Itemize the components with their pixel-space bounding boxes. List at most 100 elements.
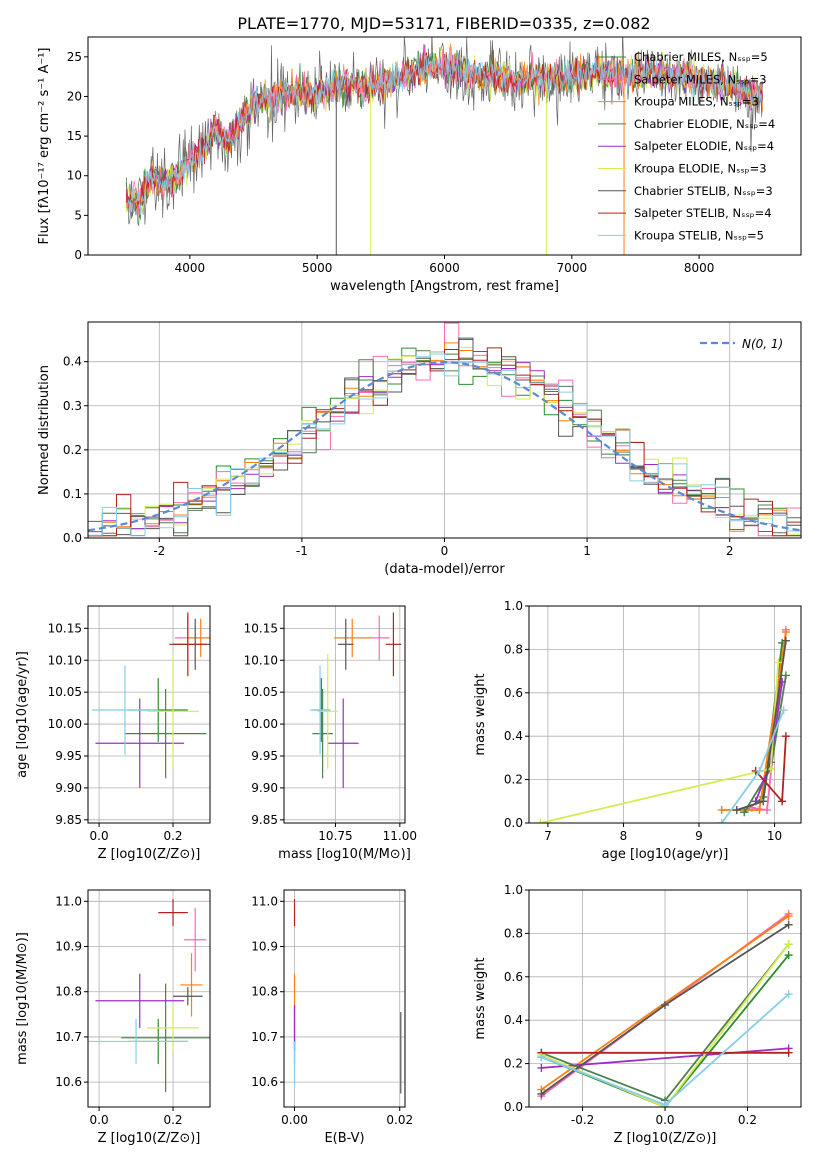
x-axis-label: Z [log10(Z/Z⊙)] — [98, 847, 201, 862]
y-tick-label: 10.7 — [55, 1030, 82, 1044]
x-tick-label: 7000 — [557, 261, 588, 275]
y-tick-label: 10.05 — [244, 685, 278, 699]
y-tick-label: 10.00 — [48, 717, 82, 731]
x-tick-label: 0.2 — [163, 1113, 182, 1127]
y-axis-label: Flux [fλ10⁻¹⁷ erg cm⁻² s⁻¹ A⁻¹] — [37, 48, 52, 245]
x-axis-label: (data-model)/error — [384, 562, 505, 577]
y-tick-label: 20 — [67, 89, 82, 103]
age-vs-mass-panel: 10.75 11.00 9.85 9.90 9.95 10.00 10.05 10.10 10.… — [244, 605, 417, 862]
y-tick-label: 0.0 — [63, 531, 82, 545]
y-tick-label: 9.85 — [251, 813, 278, 827]
y-tick-label: 1.0 — [504, 599, 523, 613]
y-tick-label: 10.6 — [251, 1075, 278, 1089]
spectrum-8 — [126, 51, 763, 215]
legend-entry: Kroupa MILES, Nₛₛₚ=3 — [634, 95, 759, 109]
y-tick-label: 10.15 — [244, 621, 278, 635]
y-tick-label: 11.0 — [55, 894, 82, 908]
legend-entry-normal: N(0, 1) — [742, 337, 783, 351]
y-tick-label: 0.3 — [63, 399, 82, 413]
x-tick-label: 0.02 — [386, 1113, 413, 1127]
axes-frame — [528, 605, 802, 824]
x-tick-label: 9 — [695, 829, 703, 843]
x-tick-label: 7 — [544, 829, 552, 843]
y-tick-label: 0.0 — [504, 1100, 523, 1114]
x-tick-label: -1 — [296, 544, 308, 558]
y-axis-label: mass weight — [473, 673, 488, 755]
x-tick-label: 0 — [441, 544, 449, 558]
axes-frame — [87, 889, 211, 1108]
y-tick-label: 0.2 — [504, 773, 523, 787]
y-tick-label: 10.8 — [55, 985, 82, 999]
y-tick-label: 10.8 — [251, 985, 278, 999]
y-tick-label: 10.00 — [244, 717, 278, 731]
y-axis-label: mass weight — [473, 957, 488, 1039]
y-tick-label: 10.9 — [251, 940, 278, 954]
x-tick-label: 0.0 — [90, 1113, 109, 1127]
y-tick-label: 10.10 — [48, 653, 82, 667]
y-tick-label: 0.4 — [63, 355, 82, 369]
x-axis-label: mass [log10(M/M⊙)] — [278, 847, 411, 862]
x-axis-label: wavelength [Angstrom, rest frame] — [330, 279, 559, 294]
plot-area — [536, 625, 790, 823]
legend-entry: Salpeter MILES, Nₛₛₚ=3 — [634, 72, 767, 86]
y-tick-label: 1.0 — [504, 883, 523, 897]
x-tick-label: 1 — [583, 544, 591, 558]
x-axis-label: Z [log10(Z/Z⊙)] — [98, 1131, 201, 1146]
legend-entry: Chabrier STELIB, Nₛₛₚ=3 — [634, 184, 773, 198]
axes-frame — [283, 605, 406, 824]
x-tick-label: 2 — [726, 544, 734, 558]
x-tick-label: -2 — [153, 544, 165, 558]
y-tick-label: 15 — [67, 129, 82, 143]
x-tick-label: 8000 — [684, 261, 715, 275]
y-tick-label: 10.10 — [244, 653, 278, 667]
y-tick-label: 0.1 — [63, 487, 82, 501]
y-tick-label: 0.8 — [504, 926, 523, 940]
plot-area — [91, 612, 210, 788]
y-tick-label: 0 — [74, 248, 82, 262]
mass-vs-ebv-panel: 0.00 0.02 10.6 10.7 10.8 10.9 11.0 E(B-V) — [251, 889, 413, 1146]
x-tick-label: 0.2 — [163, 829, 182, 843]
spectrum-panel: 4000 5000 6000 7000 8000 0 5 10 15 20 25 wavelength… — [37, 36, 802, 294]
x-tick-label: 6000 — [429, 261, 460, 275]
weight-vs-z-panel: -0.2 0.0 0.2 0.0 0.2 0.4 0.6 0.8 1.0 Z [log10(Z/Z… — [473, 883, 802, 1146]
y-tick-label: 0.2 — [504, 1057, 523, 1071]
x-axis-label: Z [log10(Z/Z⊙)] — [614, 1131, 717, 1146]
x-tick-label: 5000 — [302, 261, 333, 275]
plot-area — [88, 322, 801, 538]
x-tick-label: 0.2 — [738, 1113, 757, 1127]
spectrum-legend: Chabrier MILES, Nₛₛₚ=5 Salpeter MILES, Nₛ… — [598, 50, 775, 242]
y-axis-label: age [log10(age/yr)] — [15, 651, 30, 778]
y-tick-label: 9.90 — [251, 781, 278, 795]
plot-area — [125, 37, 763, 255]
x-tick-label: 10 — [767, 829, 782, 843]
y-tick-label: 9.95 — [55, 749, 82, 763]
legend-entry: Salpeter STELIB, Nₛₛₚ=4 — [634, 206, 772, 220]
plot-area — [293, 899, 402, 1094]
y-tick-label: 0.6 — [504, 686, 523, 700]
legend-entry: Chabrier MILES, Nₛₛₚ=5 — [634, 50, 768, 64]
y-tick-label: 9.95 — [251, 749, 278, 763]
histogram-8 — [88, 353, 801, 538]
y-tick-label: 0.4 — [504, 1013, 523, 1027]
axes-frame — [283, 889, 406, 1108]
mass-vs-z-panel: 0.0 0.2 10.6 10.7 10.8 10.9 11.0 Z [log10(Z/Z⊙)… — [15, 889, 211, 1146]
y-tick-label: 0.0 — [504, 816, 523, 830]
weight-vs-age-panel: 7 8 9 10 0.0 0.2 0.4 0.6 0.8 1.0 age [log10(age/yr… — [473, 599, 802, 862]
y-tick-label: 0.2 — [63, 443, 82, 457]
x-axis-label: age [log10(age/yr)] — [602, 847, 729, 862]
x-axis-label: E(B-V) — [324, 1131, 364, 1146]
x-tick-label: 11.00 — [383, 829, 417, 843]
y-tick-label: 0.8 — [504, 642, 523, 656]
y-tick-label: 10 — [67, 169, 82, 183]
normal-reference-curve — [88, 360, 801, 532]
age-vs-z-panel: 0.0 0.2 9.85 9.90 9.95 10.00 10.05 10.10 10.15 Z … — [15, 605, 211, 862]
plot-area — [88, 899, 210, 1093]
y-axis-label: Normed distribution — [37, 365, 52, 495]
legend-entry: Salpeter ELODIE, Nₛₛₚ=4 — [634, 139, 774, 153]
x-tick-label: 0.0 — [655, 1113, 674, 1127]
legend-entry: Kroupa STELIB, Nₛₛₚ=5 — [634, 228, 764, 242]
y-tick-label: 9.85 — [55, 813, 82, 827]
y-tick-label: 10.15 — [48, 621, 82, 635]
